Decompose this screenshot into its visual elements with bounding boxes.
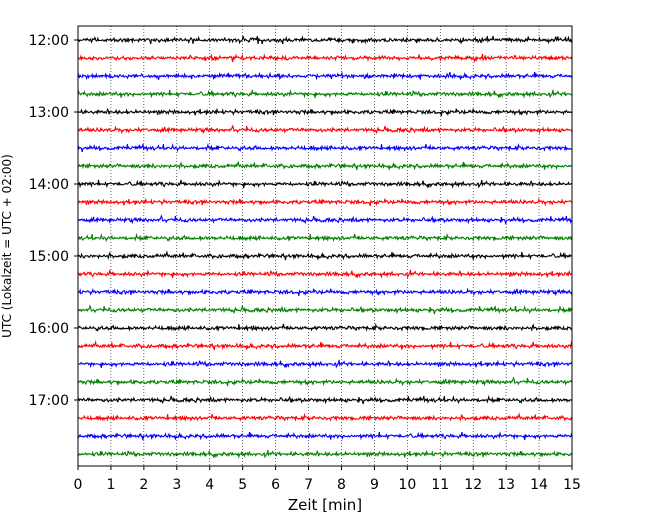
x-axis: 0 1 2 3 4 5 6 7 8 9 10 11 12 13 14 15 — [74, 466, 581, 493]
trace-line — [77, 322, 573, 332]
x-tick-label: 2 — [139, 477, 148, 493]
trace-line — [77, 35, 573, 45]
trace-line — [77, 431, 573, 441]
x-tick-label: 7 — [304, 477, 313, 493]
x-tick-label: 8 — [337, 477, 346, 493]
vertical-grid — [110, 26, 540, 466]
plot-frame — [77, 25, 573, 467]
x-tick-label: 15 — [563, 477, 581, 493]
trace-line — [77, 340, 573, 351]
trace-line — [77, 359, 573, 369]
trace-line — [77, 394, 573, 405]
seismic-traces — [77, 35, 573, 459]
x-tick-label: 13 — [497, 477, 515, 493]
trace-line — [77, 449, 573, 459]
trace-line — [77, 53, 573, 63]
trace-line — [77, 376, 573, 387]
y-axis: 12:00 13:00 14:00 15:00 16:00 17:00 — [29, 33, 78, 409]
y-tick-label: 16:00 — [29, 321, 69, 337]
x-tick-label: 14 — [530, 477, 548, 493]
x-tick-label: 9 — [370, 477, 379, 493]
x-tick-label: 5 — [238, 477, 247, 493]
y-tick-label: 13:00 — [29, 105, 69, 121]
trace-line — [77, 250, 573, 261]
trace-line — [77, 107, 573, 117]
trace-line — [77, 160, 573, 171]
trace-line — [77, 304, 573, 315]
trace-line — [77, 287, 573, 297]
trace-line — [77, 179, 573, 189]
y-tick-label: 15:00 — [29, 249, 69, 265]
x-axis-label: Zeit [min] — [288, 496, 362, 514]
trace-line — [77, 124, 573, 135]
trace-line — [77, 232, 573, 243]
trace-line — [77, 89, 573, 99]
x-tick-label: 3 — [172, 477, 181, 493]
x-tick-label: 0 — [74, 477, 83, 493]
x-tick-label: 11 — [431, 477, 449, 493]
x-tick-label: 1 — [106, 477, 115, 493]
x-tick-label: 12 — [464, 477, 482, 493]
trace-line — [77, 142, 573, 153]
x-tick-label: 10 — [398, 477, 416, 493]
trace-line — [77, 197, 573, 207]
y-tick-label: 14:00 — [29, 177, 69, 193]
y-tick-label: 17:00 — [29, 393, 69, 409]
y-tick-label: 12:00 — [29, 33, 69, 49]
trace-line — [77, 269, 573, 279]
trace-line — [77, 71, 573, 81]
x-tick-label: 6 — [271, 477, 280, 493]
x-tick-label: 4 — [205, 477, 214, 493]
y-axis-label: UTC (Lokalzeit = UTC + 02:00) — [0, 154, 14, 338]
trace-line — [77, 412, 573, 422]
trace-line — [77, 214, 573, 225]
